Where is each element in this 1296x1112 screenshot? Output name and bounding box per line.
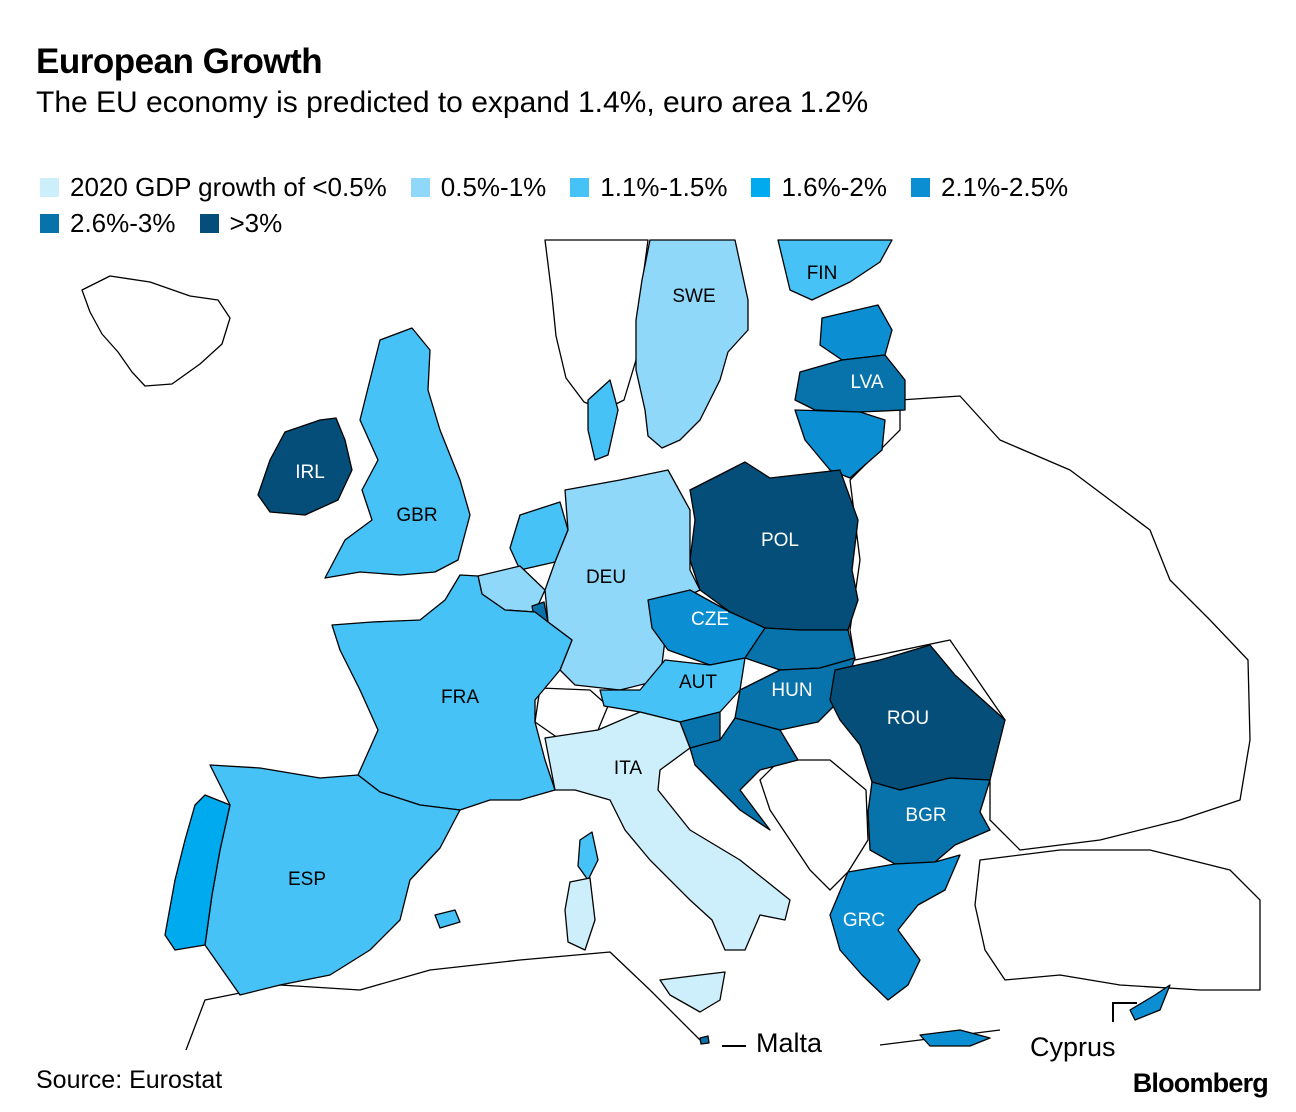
country-cyp — [1129, 984, 1171, 1021]
legend-label: 1.1%-1.5% — [600, 172, 728, 202]
legend-label: 0.5%-1% — [440, 172, 547, 202]
label-cze: CZE — [691, 609, 729, 630]
label-pol: POL — [761, 530, 799, 551]
legend-swatch — [199, 213, 219, 233]
legend-item-gt3: >3% — [199, 205, 283, 241]
iceland-shape — [81, 275, 231, 387]
legend-swatch — [40, 213, 59, 233]
legend-item-16-2: 1.6%-2% — [751, 169, 887, 205]
country-lva — [794, 354, 906, 413]
label-ita: ITA — [614, 758, 642, 779]
source-note: Source: Eurostat — [36, 1066, 223, 1094]
label-esp: ESP — [288, 869, 326, 890]
label-bgr: BGR — [905, 805, 946, 826]
label-deu: DEU — [586, 567, 626, 588]
legend-swatch — [570, 177, 590, 197]
label-rou: ROU — [887, 708, 929, 729]
label-gbr: GBR — [396, 505, 437, 526]
legend-swatch — [910, 177, 930, 197]
label-lva: LVA — [850, 372, 883, 393]
legend: 2020 GDP growth of <0.5% 0.5%-1% 1.1%-1.… — [40, 169, 1240, 241]
turkey-shape — [974, 849, 1261, 991]
legend-item-11-15: 1.1%-1.5% — [570, 169, 727, 205]
chart-subtitle: The EU economy is predicted to expand 1.… — [36, 86, 869, 119]
country-irl — [257, 417, 353, 516]
legend-item-05-1: 0.5%-1% — [410, 169, 547, 205]
label-hun: HUN — [771, 680, 812, 701]
country-est — [819, 304, 893, 361]
legend-swatch — [40, 177, 59, 197]
label-fin: FIN — [807, 263, 838, 284]
chart-title: European Growth — [36, 42, 323, 81]
country-gbr — [324, 327, 471, 579]
label-aut: AUT — [679, 672, 717, 693]
country-ltu — [794, 409, 886, 479]
label-fra: FRA — [441, 687, 479, 708]
cyprus-annotation: Cyprus — [1030, 1032, 1116, 1062]
label-irl: IRL — [295, 462, 325, 483]
malta-annotation: Malta — [756, 1028, 823, 1058]
legend-label: 2020 GDP growth of <0.5% — [70, 172, 387, 202]
country-grc — [829, 854, 961, 1001]
country-den — [587, 379, 619, 461]
label-grc: GRC — [843, 910, 885, 931]
cyprus-leader-line — [1112, 1002, 1137, 1022]
label-swe: SWE — [672, 286, 715, 307]
country-hrv — [689, 717, 799, 831]
legend-label: 2.6%-3% — [70, 208, 176, 238]
legend-swatch — [410, 177, 430, 197]
country-bgr — [867, 777, 991, 865]
legend-label: 2.1%-2.5% — [940, 172, 1069, 202]
legend-label: >3% — [229, 208, 283, 238]
legend-item-lt05: 2020 GDP growth of <0.5% — [40, 169, 387, 205]
norway-shape — [544, 239, 649, 411]
country-crete — [919, 1029, 991, 1047]
legend-label: 1.6%-2% — [781, 172, 887, 202]
country-swe — [635, 239, 749, 449]
country-ita — [544, 711, 791, 951]
country-fin — [777, 239, 893, 301]
balearic-islands — [434, 909, 461, 929]
country-prt — [164, 794, 231, 951]
country-malta — [699, 1035, 710, 1045]
country-sicily — [659, 971, 726, 1013]
legend-item-21-25: 2.1%-2.5% — [910, 169, 1069, 205]
legend-item-26-3: 2.6%-3% — [40, 205, 176, 241]
country-labels: SWE FIN LVA IRL GBR DEU POL CZE AUT HUN … — [288, 263, 947, 931]
country-corsica — [577, 831, 599, 881]
balkans-shape — [759, 759, 869, 891]
bloomberg-logo: Bloomberg — [1132, 1068, 1269, 1098]
country-fra — [331, 574, 573, 811]
legend-swatch — [751, 177, 771, 197]
country-sardinia — [564, 877, 596, 951]
